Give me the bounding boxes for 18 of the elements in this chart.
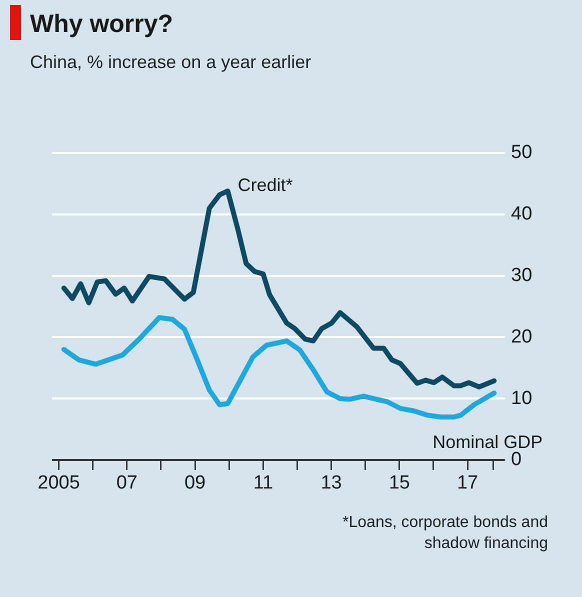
- y-tick-label: 0: [511, 449, 522, 470]
- y-tick-label: 10: [511, 388, 532, 409]
- x-tick-label: 17: [456, 472, 478, 494]
- x-tick-label: 11: [253, 472, 274, 494]
- annotation: Credit*: [238, 175, 293, 196]
- chart-title: Why worry?: [30, 10, 174, 39]
- x-tick-label: 15: [388, 472, 410, 494]
- x-tick-label: 13: [320, 472, 342, 494]
- chart-subtitle: China, % increase on a year earlier: [30, 52, 312, 73]
- text: *Loans, corporate bonds and shadow financing: [342, 513, 548, 554]
- x-tick-label: 09: [184, 472, 206, 494]
- y-tick-label: 40: [511, 204, 532, 225]
- x-tick-label: 2005: [38, 472, 80, 494]
- annotation: Nominal GDP: [432, 432, 543, 452]
- x-tick-label: 07: [116, 472, 138, 494]
- y-tick-label: 50: [511, 142, 532, 164]
- y-tick-label: 30: [511, 265, 532, 286]
- y-tick-label: 20: [511, 326, 532, 348]
